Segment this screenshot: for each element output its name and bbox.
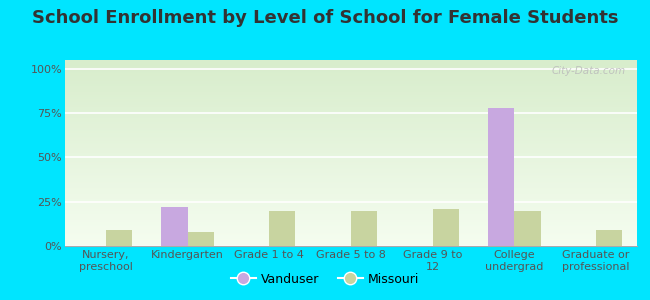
Bar [596,230,622,246]
Bar [188,232,214,246]
Bar [433,209,459,246]
Bar [514,211,541,246]
Bar [161,207,188,246]
Text: City-Data.com: City-Data.com [551,66,625,76]
Bar [488,108,514,246]
Bar [351,211,377,246]
Bar [269,211,296,246]
Bar [106,230,132,246]
Text: School Enrollment by Level of School for Female Students: School Enrollment by Level of School for… [32,9,618,27]
Legend: Vanduser, Missouri: Vanduser, Missouri [226,268,424,291]
